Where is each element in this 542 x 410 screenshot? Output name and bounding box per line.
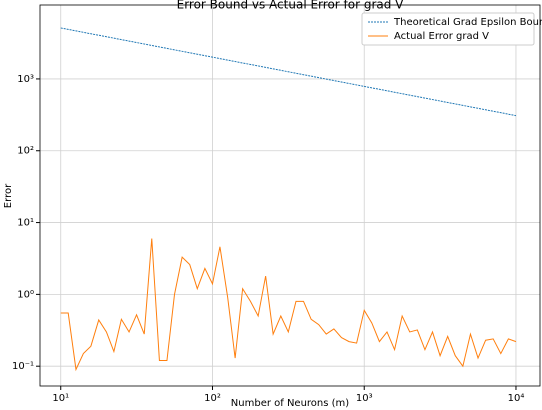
y-tick-label: 10³	[17, 74, 34, 85]
y-tick-label: 10⁰	[17, 289, 34, 300]
chart-title: Error Bound vs Actual Error for grad V	[177, 0, 405, 12]
y-tick-label: 10¹	[17, 218, 34, 229]
x-tick-label: 10³	[356, 393, 373, 404]
legend-box	[361, 12, 535, 46]
plot-frame	[39, 4, 541, 387]
y-tick-label: 10²	[17, 146, 34, 157]
legend-label: Actual Error grad V	[394, 31, 489, 42]
x-tick-label: 10⁴	[508, 393, 525, 404]
y-tick-label: 10⁻¹	[12, 361, 34, 372]
x-axis-label: Number of Neurons (m)	[231, 398, 350, 409]
x-tick-label: 10²	[204, 393, 221, 404]
series-line	[60, 27, 517, 117]
series-line	[60, 238, 517, 372]
x-tick-label: 10¹	[52, 393, 69, 404]
y-axis-label: Error	[3, 183, 14, 208]
legend-label: Theoretical Grad Epsilon Bound	[393, 17, 542, 28]
